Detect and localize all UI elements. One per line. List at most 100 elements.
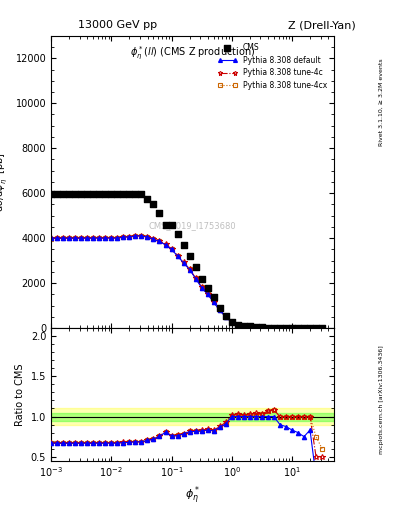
CMS (307, 324, 313, 332)
Pythia 8.308 default (296, 325, 300, 331)
CMS (138, 189, 145, 198)
CMS (108, 189, 114, 198)
Pythia 8.308 tune-4cx (73, 235, 77, 241)
Pythia 8.308 default (248, 324, 252, 330)
Bar (51, 409, 334, 424)
Pythia 8.308 tune-4cx (55, 235, 59, 241)
Pythia 8.308 default (175, 253, 180, 259)
CMS (319, 324, 325, 332)
Pythia 8.308 default (79, 235, 84, 241)
CMS (277, 324, 283, 332)
CMS (313, 324, 319, 332)
Pythia 8.308 tune-4cx (296, 325, 300, 331)
Pythia 8.308 tune-4cx (314, 325, 318, 331)
CMS (54, 189, 60, 198)
Pythia 8.308 tune-4c (103, 235, 108, 241)
Pythia 8.308 tune-4c (248, 323, 252, 329)
Pythia 8.308 default (103, 235, 108, 241)
Text: CMS_2019_I1753680: CMS_2019_I1753680 (149, 221, 236, 230)
Text: 13000 GeV pp: 13000 GeV pp (78, 20, 158, 31)
Pythia 8.308 default (97, 235, 102, 241)
Pythia 8.308 tune-4cx (85, 235, 90, 241)
CMS (271, 324, 277, 332)
CMS (168, 221, 174, 229)
CMS (253, 323, 259, 331)
Pythia 8.308 tune-4cx (121, 234, 126, 240)
Pythia 8.308 tune-4c (302, 325, 307, 331)
Pythia 8.308 tune-4c (187, 266, 192, 272)
Pythia 8.308 tune-4cx (151, 236, 156, 242)
Pythia 8.308 tune-4c (217, 307, 222, 313)
CMS (211, 292, 217, 301)
CMS (162, 221, 169, 229)
CMS (301, 324, 307, 332)
Pythia 8.308 tune-4c (272, 325, 276, 331)
Pythia 8.308 tune-4cx (259, 324, 264, 330)
CMS (66, 189, 72, 198)
Pythia 8.308 tune-4c (199, 284, 204, 290)
Pythia 8.308 tune-4cx (230, 319, 234, 326)
Pythia 8.308 tune-4cx (163, 242, 168, 248)
CMS (289, 324, 295, 332)
CMS (78, 189, 84, 198)
Pythia 8.308 tune-4c (266, 325, 270, 331)
Pythia 8.308 default (302, 325, 307, 331)
Pythia 8.308 tune-4c (296, 325, 300, 331)
CMS (193, 263, 199, 271)
Pythia 8.308 tune-4cx (253, 324, 258, 330)
Text: Z (Drell-Yan): Z (Drell-Yan) (288, 20, 356, 31)
Pythia 8.308 tune-4c (97, 235, 102, 241)
Pythia 8.308 tune-4c (85, 235, 90, 241)
Pythia 8.308 tune-4cx (49, 236, 53, 242)
Pythia 8.308 tune-4c (284, 325, 288, 331)
Pythia 8.308 default (266, 325, 270, 331)
CMS (114, 189, 121, 198)
Pythia 8.308 tune-4c (151, 236, 156, 242)
CMS (235, 321, 241, 329)
Legend: CMS, Pythia 8.308 default, Pythia 8.308 tune-4c, Pythia 8.308 tune-4cx: CMS, Pythia 8.308 default, Pythia 8.308 … (215, 39, 330, 93)
Pythia 8.308 default (235, 322, 240, 328)
Pythia 8.308 tune-4cx (320, 325, 325, 331)
Pythia 8.308 default (217, 307, 222, 313)
Pythia 8.308 tune-4cx (211, 299, 216, 305)
Pythia 8.308 tune-4c (109, 235, 114, 241)
Pythia 8.308 tune-4c (139, 233, 144, 239)
Pythia 8.308 tune-4cx (266, 325, 270, 331)
Pythia 8.308 default (314, 325, 318, 331)
Pythia 8.308 tune-4cx (175, 253, 180, 259)
CMS (90, 189, 96, 198)
Text: mcplots.cern.ch [arXiv:1306.3436]: mcplots.cern.ch [arXiv:1306.3436] (379, 345, 384, 454)
Pythia 8.308 tune-4c (314, 325, 318, 331)
CMS (229, 318, 235, 327)
Pythia 8.308 tune-4cx (67, 235, 72, 241)
CMS (60, 189, 66, 198)
Pythia 8.308 tune-4cx (284, 325, 288, 331)
Pythia 8.308 tune-4cx (133, 233, 138, 240)
Pythia 8.308 default (109, 235, 114, 241)
Pythia 8.308 default (253, 324, 258, 330)
Pythia 8.308 tune-4cx (115, 234, 120, 241)
CMS (150, 200, 156, 208)
Pythia 8.308 tune-4cx (199, 284, 204, 290)
Pythia 8.308 tune-4c (133, 233, 138, 239)
CMS (144, 195, 151, 203)
CMS (120, 189, 127, 198)
CMS (265, 324, 271, 332)
Pythia 8.308 default (169, 246, 174, 252)
Pythia 8.308 tune-4c (211, 299, 216, 305)
Pythia 8.308 tune-4c (205, 291, 210, 297)
Pythia 8.308 default (320, 325, 325, 331)
Pythia 8.308 default (139, 233, 144, 239)
Pythia 8.308 tune-4c (121, 234, 126, 240)
Pythia 8.308 default (272, 325, 276, 331)
CMS (204, 284, 211, 292)
CMS (217, 304, 223, 312)
Pythia 8.308 tune-4cx (103, 235, 108, 241)
CMS (96, 189, 103, 198)
Pythia 8.308 tune-4cx (205, 291, 210, 297)
Pythia 8.308 tune-4cx (223, 313, 228, 319)
Pythia 8.308 tune-4cx (109, 235, 114, 241)
Pythia 8.308 tune-4cx (302, 325, 307, 331)
Pythia 8.308 tune-4c (193, 275, 198, 281)
Pythia 8.308 tune-4cx (248, 324, 252, 330)
